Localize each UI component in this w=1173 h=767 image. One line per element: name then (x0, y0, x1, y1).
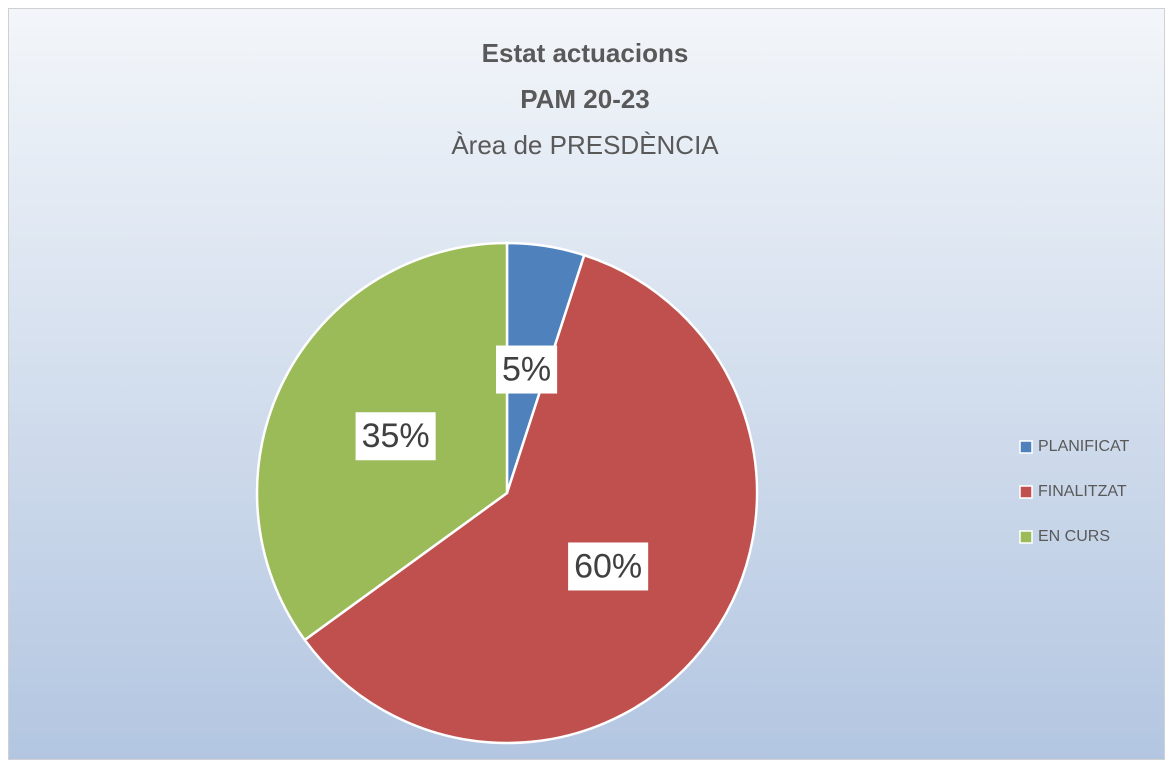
legend-label: EN CURS (1038, 528, 1110, 545)
chart-title: Estat actuacions (482, 38, 689, 68)
legend-label: PLANIFICAT (1038, 438, 1130, 455)
data-label-box (568, 542, 649, 591)
legend-swatch (1019, 485, 1033, 499)
data-label-box (495, 345, 558, 394)
legend-swatch (1019, 440, 1033, 454)
legend-swatch (1019, 530, 1033, 544)
data-label: 5% (502, 351, 551, 389)
pie-slice (302, 253, 759, 745)
data-label-box (355, 412, 436, 461)
data-label: 60% (574, 547, 642, 585)
chart-subtitle: Àrea de PRESDÈNCIA (451, 130, 719, 160)
chart-title: PAM 20-23 (520, 84, 650, 114)
legend-label: FINALITZAT (1038, 483, 1127, 500)
data-label: 35% (362, 417, 430, 455)
